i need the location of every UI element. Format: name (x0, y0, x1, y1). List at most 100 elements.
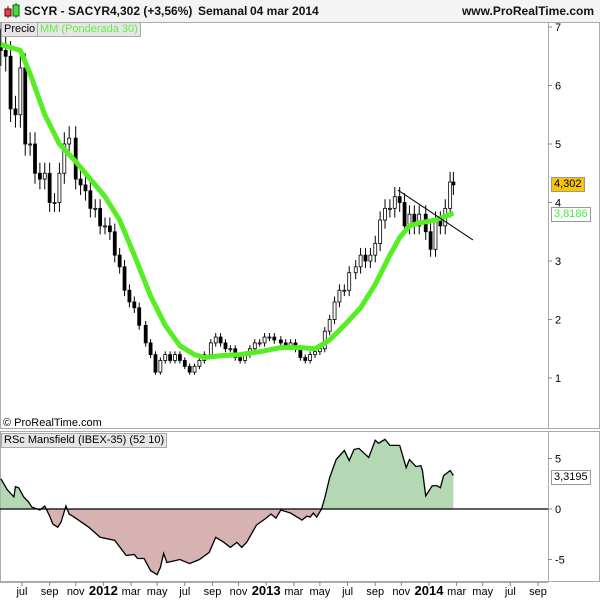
candle (337, 289, 342, 303)
trendline (397, 189, 474, 241)
candle (318, 348, 322, 353)
symbol-title: SCYR - SACYR (24, 4, 111, 18)
price-y-tick-label: 4 (555, 198, 561, 210)
date-label: 04 mar 2014 (250, 4, 319, 18)
candle (52, 202, 57, 204)
ma-line (0, 42, 455, 361)
x-tick-label: nov (67, 586, 85, 598)
candle (122, 266, 127, 291)
candle (353, 266, 358, 274)
website-link[interactable]: www.ProRealTime.com (461, 4, 594, 18)
rsc-negative-area (0, 509, 454, 575)
candle (98, 207, 103, 227)
candle (223, 342, 228, 350)
price-y-tick-label: 5 (555, 139, 561, 151)
candle (397, 196, 402, 203)
x-tick-label: mar (284, 586, 303, 598)
candle (182, 360, 187, 367)
candle (47, 172, 52, 203)
candle (3, 50, 8, 57)
copyright: © ProRealTime.com (3, 417, 102, 429)
candle (187, 365, 192, 373)
candle (428, 231, 433, 250)
price-panel-frame (0, 22, 600, 429)
x-tick-label: sep (204, 586, 222, 598)
candle (272, 336, 277, 341)
x-tick-label: 2013 (252, 583, 281, 598)
candle (67, 137, 72, 145)
candle (208, 342, 213, 355)
x-tick-label: sep (366, 586, 384, 598)
candle (57, 172, 62, 203)
price-y-tick-label: 6 (555, 81, 561, 93)
candle (332, 301, 337, 320)
candle (378, 219, 383, 244)
candle (313, 351, 317, 355)
candle (433, 219, 438, 250)
x-tick-label: sep (529, 586, 547, 598)
legend-price[interactable]: Precio (1, 22, 39, 37)
candle (267, 336, 272, 339)
candle (388, 207, 392, 210)
x-tick-label: jul (341, 586, 353, 598)
candle (8, 55, 13, 110)
price-y-tick-label: 7 (555, 22, 561, 34)
x-tick-label: jul (15, 586, 27, 598)
candle (347, 272, 352, 291)
price-y-tick-label: 1 (555, 373, 561, 385)
x-tick-label: may (310, 586, 331, 598)
candle (451, 181, 456, 186)
legend-rsc[interactable]: RSc Mansfield (IBEX-35) (52 10) (1, 433, 168, 448)
x-tick-label: nov (230, 586, 248, 598)
last-price-tag: 4,302 (551, 177, 585, 192)
rsc-y-tick-label: 0 (555, 504, 561, 516)
candle (192, 365, 197, 373)
x-tick-label: may (472, 586, 493, 598)
rsc-y-tick-label: 5 (555, 454, 561, 466)
candle (112, 231, 117, 256)
candle (363, 254, 368, 262)
candle (368, 254, 373, 262)
candle (117, 254, 122, 268)
rsc-value-tag: 3,3195 (551, 470, 591, 485)
candlestick-icon (4, 3, 20, 18)
candle (327, 319, 332, 332)
candle (257, 342, 262, 345)
candle (262, 336, 267, 344)
candle (93, 207, 98, 210)
chart-header: SCYR - SACYR 4,302 (+3,56%) Semanal 04 m… (0, 0, 600, 23)
candle (18, 67, 23, 116)
rsc-y-tick-label: -5 (555, 555, 565, 567)
candle (153, 354, 158, 373)
candle (392, 196, 397, 209)
period-label: Semanal (198, 4, 248, 18)
candle (238, 357, 243, 361)
legend-ma[interactable]: MM (Ponderada 30) (37, 22, 141, 37)
x-tick-label: jul (504, 586, 516, 598)
candle (278, 339, 283, 344)
candle (107, 225, 112, 233)
x-tick-label: nov (392, 586, 410, 598)
x-tick-label: 2012 (89, 583, 118, 598)
candle (132, 301, 137, 309)
candle (177, 354, 182, 361)
candle (143, 324, 148, 344)
rsc-line (0, 438, 454, 576)
candle (448, 181, 453, 209)
candle (303, 357, 308, 361)
candle (197, 360, 202, 367)
candle (13, 108, 18, 116)
candle (218, 336, 223, 344)
candle (373, 243, 378, 256)
candle (33, 143, 37, 174)
candle (342, 289, 347, 292)
candle (383, 207, 387, 221)
candle (173, 354, 177, 361)
candle (168, 354, 173, 361)
candle (28, 143, 33, 146)
price-y-tick-label: 2 (555, 315, 561, 327)
candle (358, 254, 363, 268)
candle (62, 143, 67, 174)
ma-value-tag: 3,8186 (551, 207, 591, 222)
